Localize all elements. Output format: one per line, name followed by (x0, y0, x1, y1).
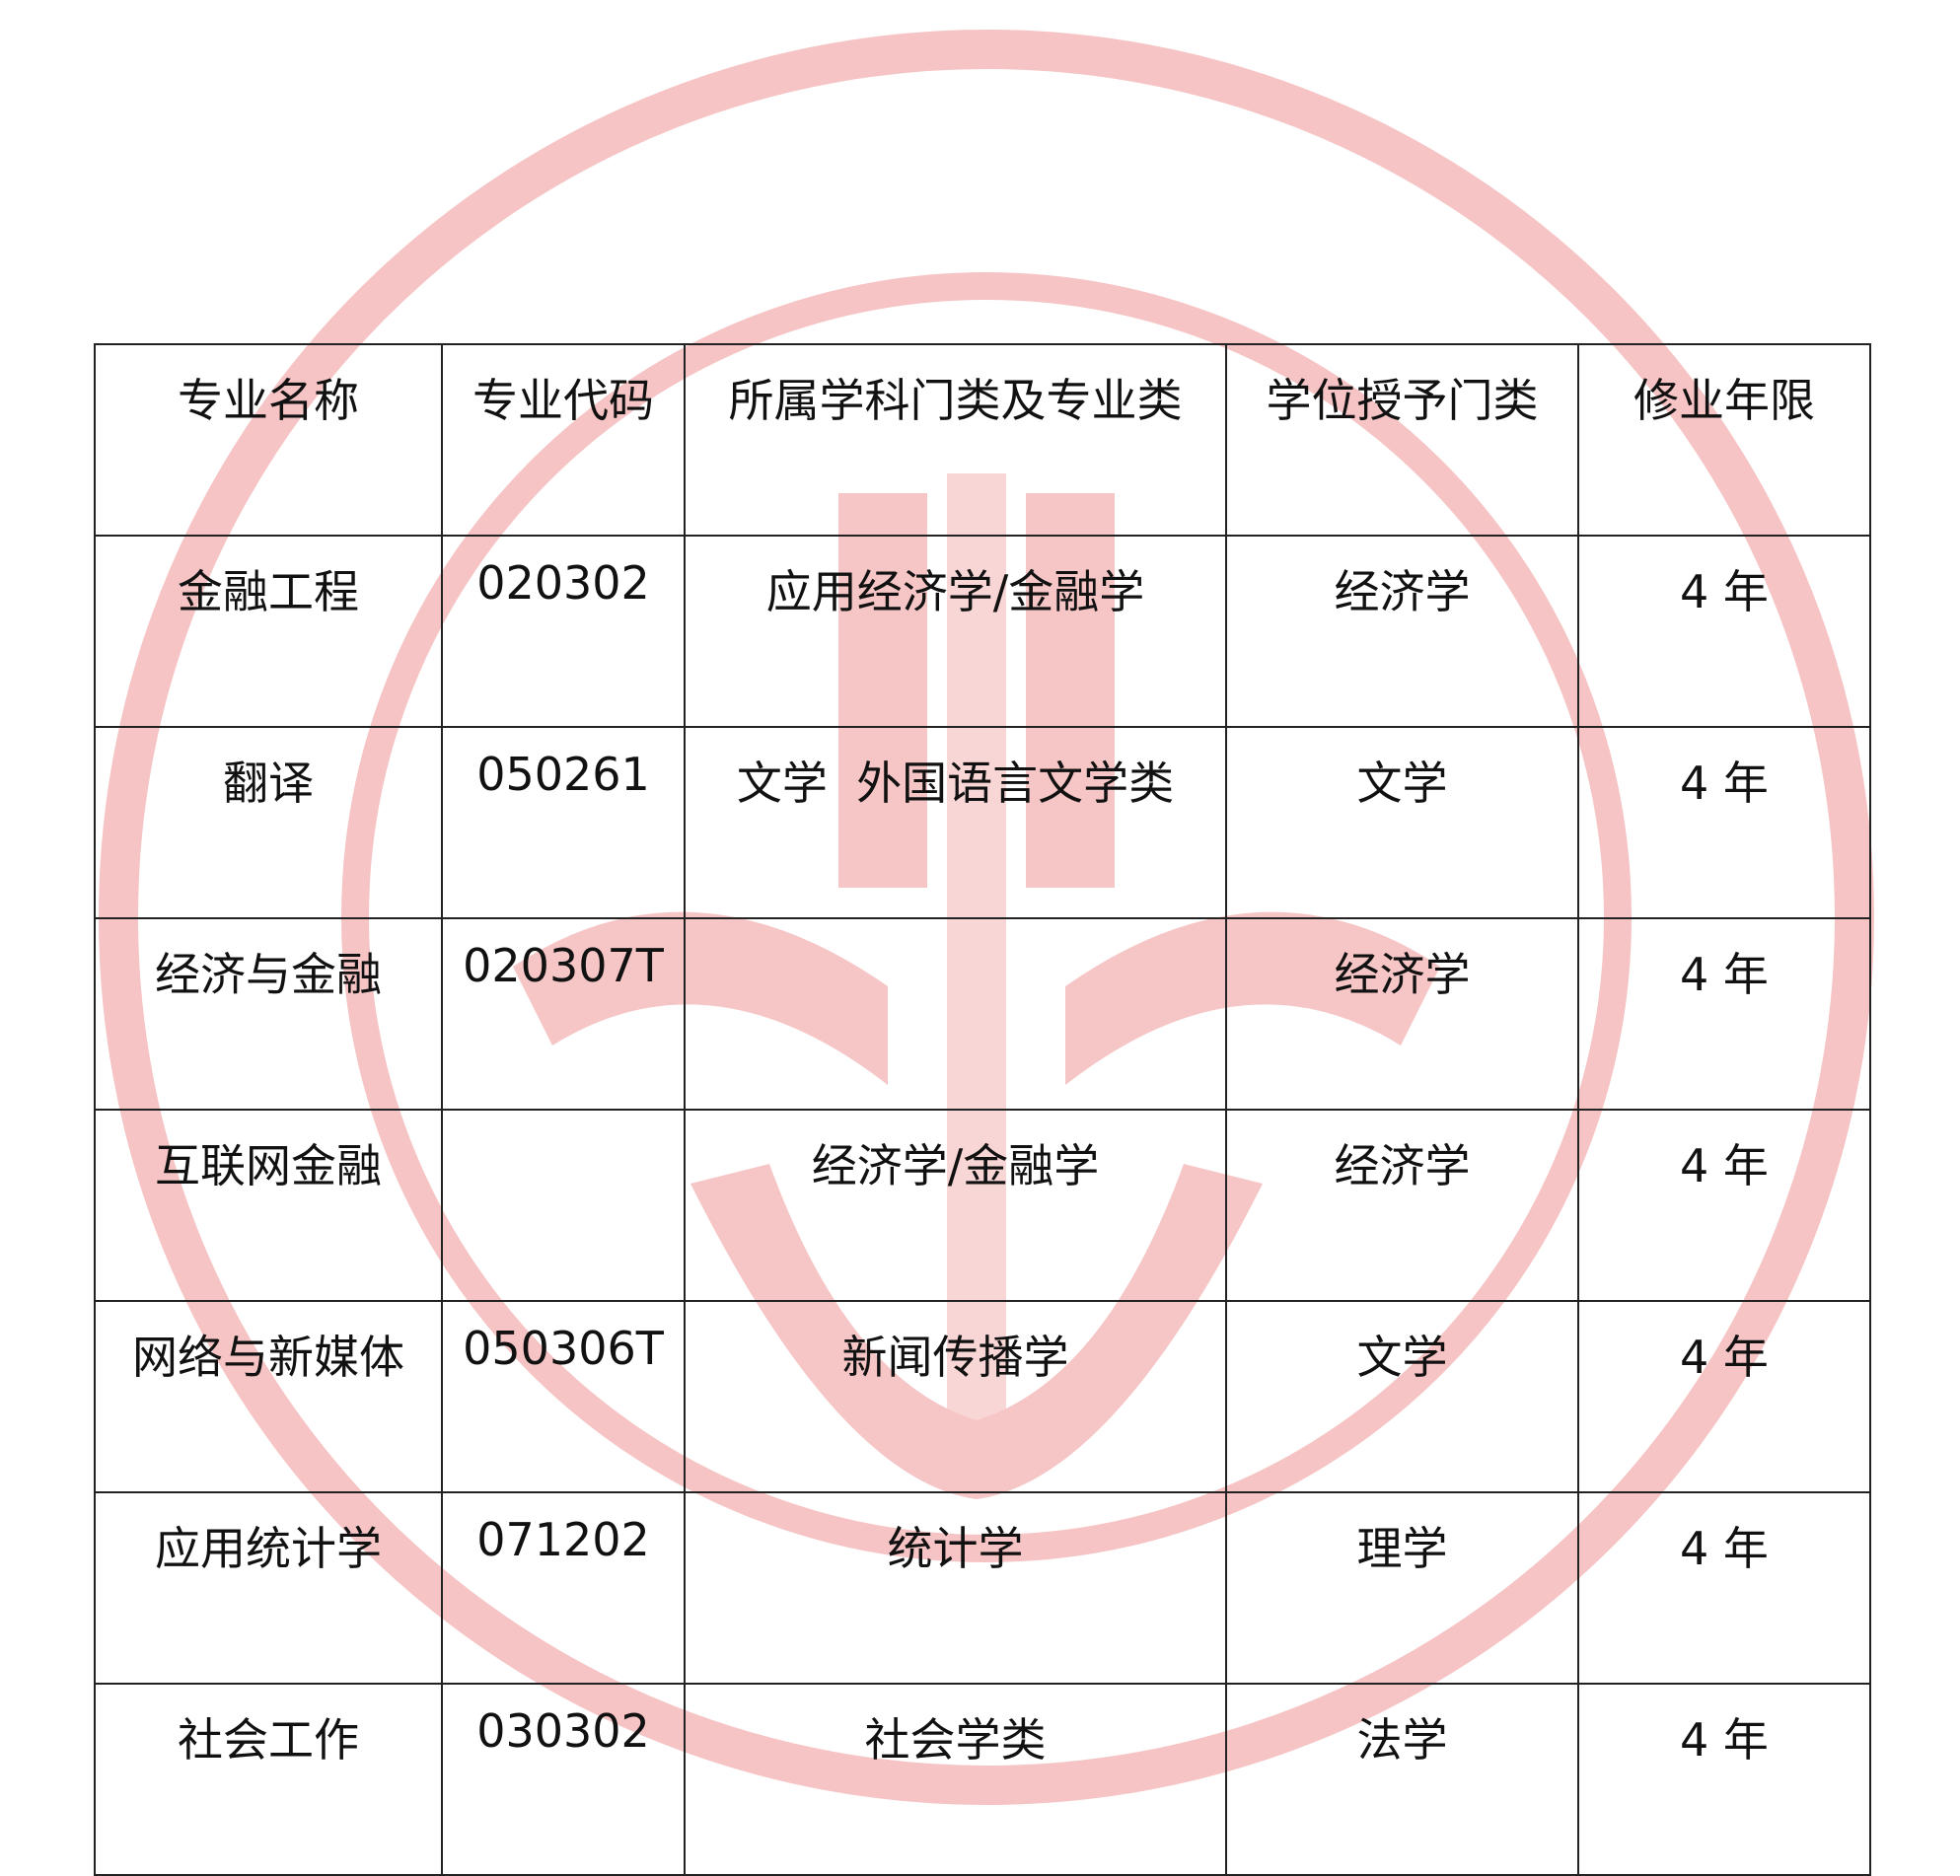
table-header-row: 专业名称 专业代码 所属学科门类及专业类 学位授予门类 修业年限 (94, 343, 1871, 537)
cell-major-code: 020307T (441, 917, 686, 1111)
cell-major-code: 030302 (441, 1683, 686, 1876)
cell-duration: 4 年 (1577, 1683, 1871, 1876)
cell-duration: 4 年 (1577, 917, 1871, 1111)
cell-major-code: 020302 (441, 535, 686, 728)
header-discipline: 所属学科门类及专业类 (684, 343, 1227, 537)
table-row: 网络与新媒体 050306T 新闻传播学 文学 4 年 (94, 1300, 1871, 1493)
cell-major-code: 050306T (441, 1300, 686, 1493)
cell-major-name: 互联网金融 (94, 1109, 443, 1302)
cell-duration: 4 年 (1577, 1300, 1871, 1493)
table-row: 互联网金融 经济学/金融学 经济学 4 年 (94, 1109, 1871, 1302)
cell-duration: 4 年 (1577, 726, 1871, 919)
cell-major-code (441, 1109, 686, 1302)
cell-major-name: 翻译 (94, 726, 443, 919)
table-row: 翻译 050261 文学 外国语言文学类 文学 4 年 (94, 726, 1871, 919)
cell-major-name: 网络与新媒体 (94, 1300, 443, 1493)
cell-duration: 4 年 (1577, 535, 1871, 728)
header-duration: 修业年限 (1577, 343, 1871, 537)
header-major-code: 专业代码 (441, 343, 686, 537)
cell-major-name: 金融工程 (94, 535, 443, 728)
cell-major-name: 社会工作 (94, 1683, 443, 1876)
cell-degree: 文学 (1225, 1300, 1579, 1493)
header-degree: 学位授予门类 (1225, 343, 1579, 537)
cell-duration: 4 年 (1577, 1491, 1871, 1685)
cell-degree: 法学 (1225, 1683, 1579, 1876)
cell-duration: 4 年 (1577, 1109, 1871, 1302)
cell-discipline: 统计学 (684, 1491, 1227, 1685)
cell-major-name: 经济与金融 (94, 917, 443, 1111)
cell-major-name: 应用统计学 (94, 1491, 443, 1685)
cell-discipline: 新闻传播学 (684, 1300, 1227, 1493)
cell-discipline: 文学 外国语言文学类 (684, 726, 1227, 919)
header-major-name: 专业名称 (94, 343, 443, 537)
table-row: 经济与金融 020307T 经济学 4 年 (94, 917, 1871, 1111)
cell-discipline (684, 917, 1227, 1111)
cell-degree: 理学 (1225, 1491, 1579, 1685)
cell-degree: 文学 (1225, 726, 1579, 919)
cell-degree: 经济学 (1225, 1109, 1579, 1302)
table-row: 应用统计学 071202 统计学 理学 4 年 (94, 1491, 1871, 1685)
table-row: 社会工作 030302 社会学类 法学 4 年 (94, 1683, 1871, 1876)
cell-major-code: 050261 (441, 726, 686, 919)
cell-discipline: 应用经济学/金融学 (684, 535, 1227, 728)
table-row: 金融工程 020302 应用经济学/金融学 经济学 4 年 (94, 535, 1871, 728)
cell-discipline: 社会学类 (684, 1683, 1227, 1876)
majors-table: 专业名称 专业代码 所属学科门类及专业类 学位授予门类 修业年限 金融工程 020… (94, 343, 1871, 1876)
cell-degree: 经济学 (1225, 535, 1579, 728)
cell-discipline: 经济学/金融学 (684, 1109, 1227, 1302)
cell-major-code: 071202 (441, 1491, 686, 1685)
cell-degree: 经济学 (1225, 917, 1579, 1111)
